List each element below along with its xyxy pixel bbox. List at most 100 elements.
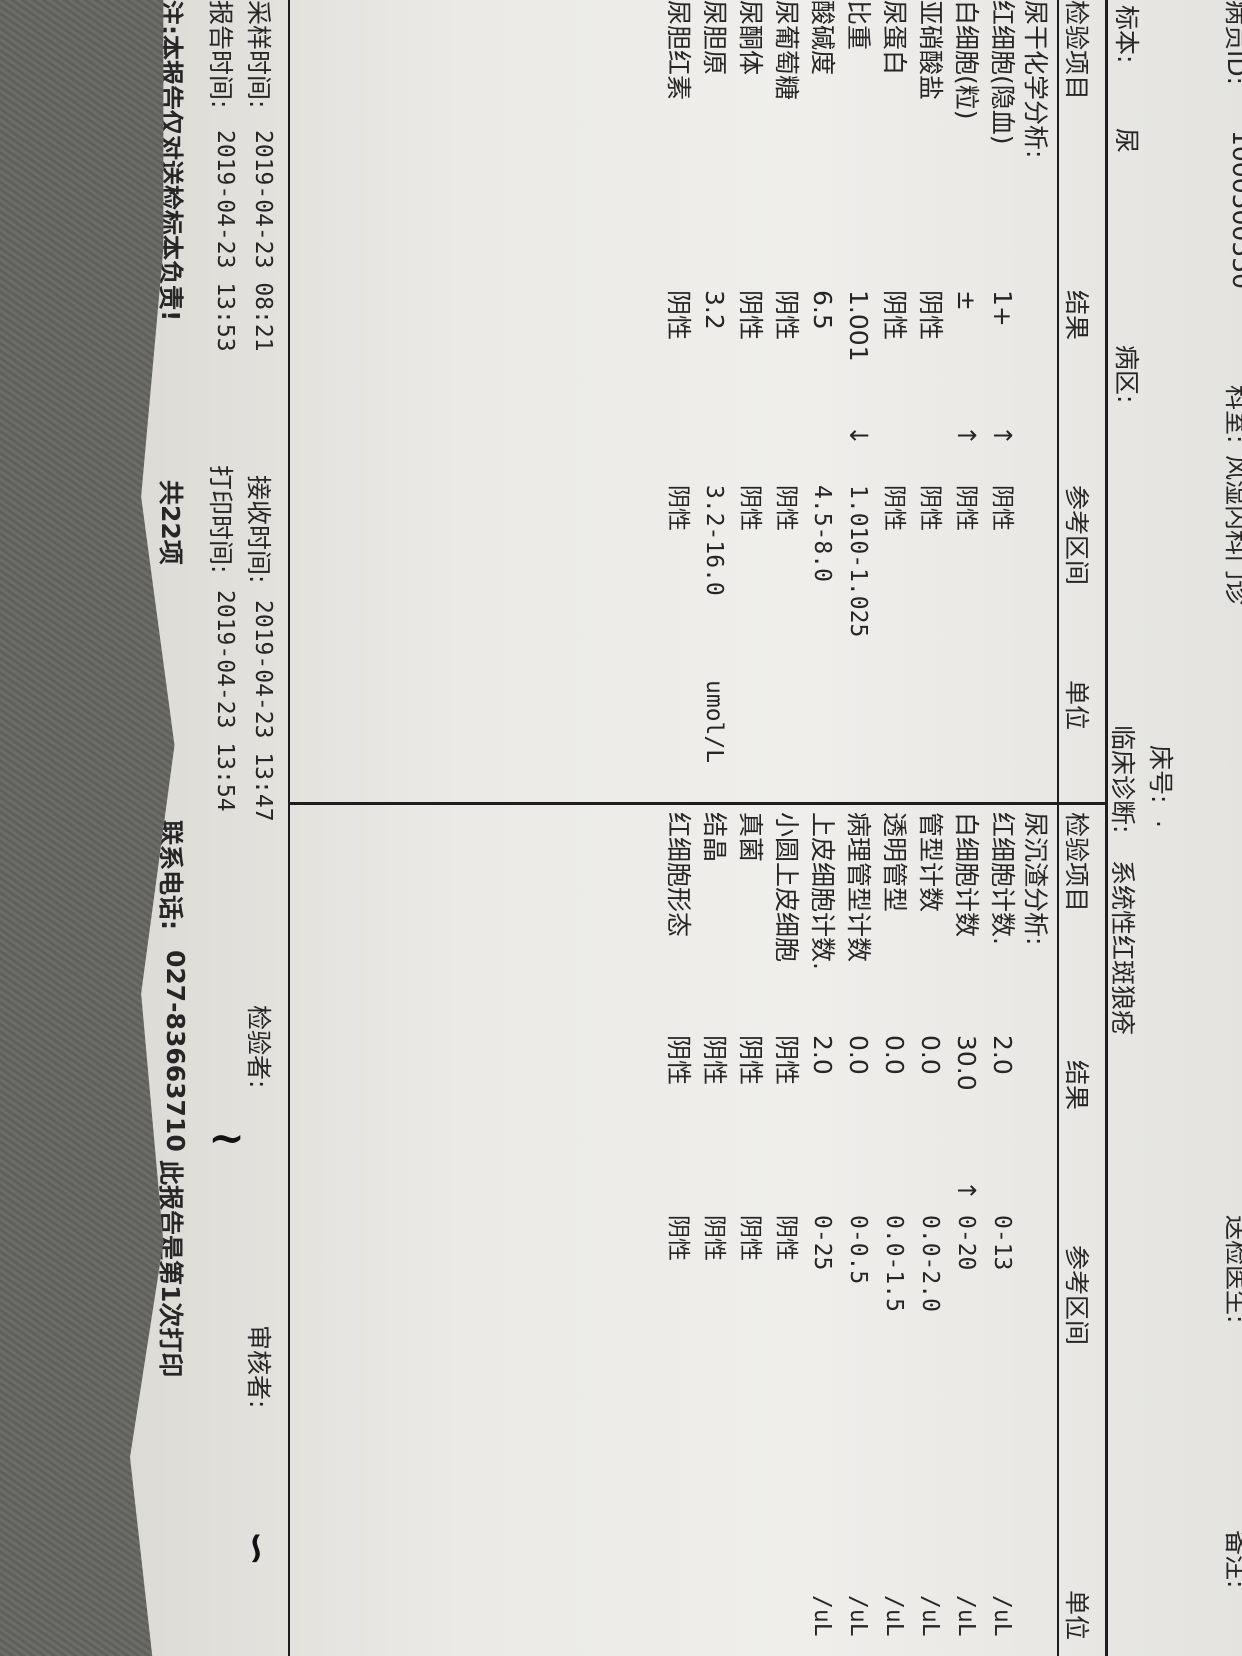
specimen: 尿 <box>1112 128 1141 154</box>
test-result: 0.0 <box>916 1035 945 1075</box>
test-result: 0.0 <box>880 1035 909 1075</box>
abnormal-flag-icon: ↑ <box>988 425 1017 446</box>
test-item-name: 尿酮体 <box>736 0 765 76</box>
reference-range: 阴性 <box>665 1215 691 1261</box>
reference-range: 阴性 <box>917 485 943 531</box>
reference-range: 阴性 <box>737 485 763 531</box>
reference-range: 1.010-1.025 <box>845 485 871 638</box>
test-item-name: 亚硝酸盐 <box>916 0 945 101</box>
patient-id: 1000500550 <box>1227 130 1242 290</box>
test-item-name: 白细胞(粒) <box>952 0 981 120</box>
right-col-result: 结果 <box>1062 1060 1091 1111</box>
reference-range: 阴性 <box>701 1215 727 1261</box>
test-unit: /uL <box>917 1595 943 1637</box>
test-unit: /uL <box>989 1595 1015 1637</box>
reference-range: 阴性 <box>773 485 799 531</box>
test-item-name: 结晶 <box>700 812 729 863</box>
reference-range: 阴性 <box>737 1215 763 1261</box>
dept-label: 科室: <box>1222 385 1242 444</box>
test-item-name: 透明管型 <box>880 812 909 913</box>
test-result: 阴性 <box>664 1035 693 1086</box>
print-time-label: 打印时间: <box>206 465 235 574</box>
test-result: 1+ <box>988 290 1017 327</box>
left-col-result: 结果 <box>1062 290 1091 341</box>
test-result: 2.0 <box>988 1035 1017 1075</box>
reviewer-label: 审核者: <box>244 1325 273 1409</box>
right-col-range: 参考区间 <box>1062 1245 1091 1346</box>
reference-range: 0-0.5 <box>845 1215 871 1285</box>
test-unit: /uL <box>809 1595 835 1637</box>
test-result: 6.5 <box>808 290 837 330</box>
print-time: 2019-04-23 13:54 <box>212 590 238 812</box>
sample-time: 2019-04-23 08:21 <box>250 130 276 352</box>
reference-range: 阴性 <box>989 485 1015 531</box>
lab-report-photo: 病员ID: 1000500550 科室: 风湿内科门诊 送检医生: 备注: 床号… <box>130 0 1242 1656</box>
note-label: 备注: <box>1222 1530 1242 1589</box>
right-section-title: 尿沉渣分析: <box>1021 812 1050 946</box>
lab-report-paper: 病员ID: 1000500550 科室: 风湿内科门诊 送检医生: 备注: 床号… <box>130 0 1242 1656</box>
test-item-name: 红细胞(隐血) <box>988 0 1017 145</box>
test-unit: /uL <box>953 1595 979 1637</box>
receive-time-label: 接收时间: <box>244 475 273 584</box>
test-item-name: 白细胞计数 <box>952 812 981 938</box>
table-bottom-border <box>288 0 290 1656</box>
reference-range: 0-13 <box>989 1215 1015 1271</box>
reference-range: 0-20 <box>953 1215 979 1271</box>
table-center-divider <box>288 802 1108 805</box>
left-section-title: 尿干化学分析: <box>1021 0 1050 159</box>
reference-range: 0.0-2.0 <box>917 1215 943 1312</box>
left-col-range: 参考区间 <box>1062 485 1091 586</box>
reference-range: 阴性 <box>953 485 979 531</box>
test-result: ± <box>952 290 981 311</box>
phone-label: 联系电话: <box>156 820 185 930</box>
test-item-name: 比重 <box>844 0 873 51</box>
test-result: 1.001 <box>844 290 873 362</box>
phone-number: 027-83663710 <box>161 950 190 1152</box>
total-items: 共22项 <box>156 480 185 565</box>
abnormal-flag-icon: ↑ <box>952 1180 981 1201</box>
test-item-name: 红细胞计数. <box>988 812 1017 945</box>
test-result: 阴性 <box>916 290 945 341</box>
diagnosis: 系统性红斑狼疮 <box>1108 860 1137 1036</box>
reference-range: 阴性 <box>773 1215 799 1261</box>
reviewer-signature: ∽ <box>231 1530 282 1567</box>
reference-range: 阴性 <box>665 485 691 531</box>
test-item-name: 尿胆原 <box>700 0 729 76</box>
sample-time-label: 采样时间: <box>244 0 273 109</box>
test-unit: /uL <box>881 1595 907 1637</box>
bed: . <box>1151 820 1180 828</box>
reference-range: 阴性 <box>881 485 907 531</box>
test-result: 阴性 <box>664 290 693 341</box>
receive-time: 2019-04-23 13:47 <box>250 600 276 822</box>
test-result: 阴性 <box>736 290 765 341</box>
test-item-name: 红细胞形态 <box>664 812 693 938</box>
left-col-unit: 单位 <box>1062 680 1091 731</box>
test-item-name: 酸碱度 <box>808 0 837 76</box>
test-item-name: 尿蛋白 <box>880 0 909 76</box>
left-col-item: 检验项目 <box>1062 0 1091 101</box>
test-result: 阴性 <box>700 1035 729 1086</box>
tester-signature: ~ <box>208 1112 245 1164</box>
ward-label: 病区: <box>1112 345 1141 404</box>
reference-range: 0-25 <box>809 1215 835 1271</box>
test-result: 30.0 <box>952 1035 981 1091</box>
test-result: 阴性 <box>880 290 909 341</box>
test-item-name: 尿胆红素 <box>664 0 693 101</box>
disclaimer-note: 注:本报告仅对送检标本负责! <box>156 0 185 322</box>
test-result: 阴性 <box>772 1035 801 1086</box>
test-item-name: 尿葡萄糖 <box>772 0 801 101</box>
dept: 风湿内科门诊 <box>1222 455 1242 606</box>
test-result: 2.0 <box>808 1035 837 1075</box>
test-item-name: 病理管型计数 <box>844 812 873 963</box>
doctor-label: 送检医生: <box>1222 1215 1242 1324</box>
abnormal-flag-icon: ↑ <box>952 425 981 446</box>
tester-label: 检验者: <box>244 1005 273 1089</box>
abnormal-flag-icon: ↓ <box>844 425 873 446</box>
patient-id-label: 病员ID: <box>1222 0 1242 86</box>
reference-range: 4.5-8.0 <box>809 485 835 582</box>
print-count: 此报告是第1次打印 <box>156 1160 185 1378</box>
test-item-name: 上皮细胞计数. <box>808 812 837 970</box>
right-col-item: 检验项目 <box>1062 812 1091 913</box>
report-time: 2019-04-23 13:53 <box>212 130 238 352</box>
test-unit: /uL <box>845 1595 871 1637</box>
